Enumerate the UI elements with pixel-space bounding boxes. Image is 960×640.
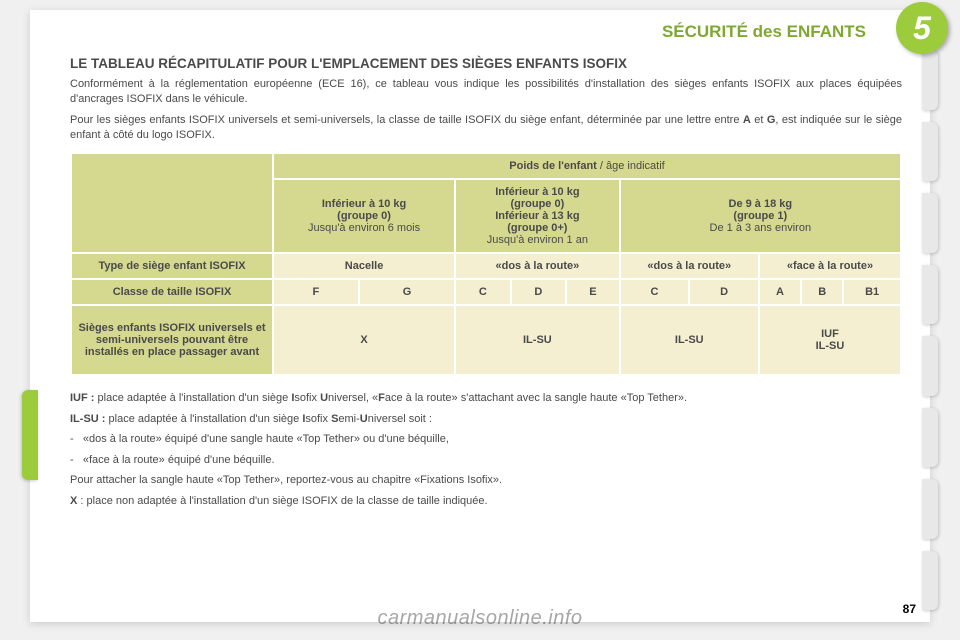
def-bullet-1: - «dos à la route» équipé d'une sangle h…: [70, 431, 902, 448]
text: De 9 à 18 kg: [625, 198, 896, 210]
weight-col-2: Inférieur à 10 kg (groupe 0) Inférieur à…: [456, 180, 619, 252]
letter-a: A: [743, 114, 751, 126]
text: (groupe 1): [625, 210, 896, 222]
side-tab: [922, 193, 938, 253]
cell: IUF IL-SU: [760, 306, 900, 374]
text: (groupe 0): [460, 198, 615, 210]
manual-page: 5 SÉCURITÉ des ENFANTS LE TABLEAU RÉCAPI…: [30, 10, 930, 622]
text: place adaptée à l'installation d'un sièg…: [98, 392, 292, 404]
table-empty-cell: [72, 154, 272, 252]
cell: C: [456, 280, 510, 304]
text: Inférieur à 13 kg: [460, 210, 615, 222]
weight-col-3: De 9 à 18 kg (groupe 1) De 1 à 3 ans env…: [621, 180, 900, 252]
side-tab: [922, 408, 938, 468]
cell: B1: [844, 280, 900, 304]
cell: E: [567, 280, 619, 304]
cell: «face à la route»: [760, 254, 900, 278]
text: niversel, «: [328, 392, 378, 404]
side-tab: [922, 479, 938, 539]
intro-paragraph-1: Conformément à la réglementation europée…: [70, 77, 902, 107]
text: De 1 à 3 ans environ: [625, 222, 896, 234]
cell: IL-SU: [456, 306, 619, 374]
text: sofix: [294, 392, 320, 404]
label: IL-SU :: [70, 413, 105, 425]
row-label: Sièges enfants ISOFIX universels et semi…: [72, 306, 272, 374]
cell: Nacelle: [274, 254, 454, 278]
text: sofix: [305, 413, 331, 425]
cell: C: [621, 280, 689, 304]
def-x: X : place non adaptée à l'installation d…: [70, 493, 902, 510]
cell: B: [802, 280, 842, 304]
row-label: Classe de taille ISOFIX: [72, 280, 272, 304]
intro-paragraph-2: Pour les sièges enfants ISOFIX universel…: [70, 113, 902, 143]
weight-col-1: Inférieur à 10 kg (groupe 0) Jusqu'à env…: [274, 180, 454, 252]
cell: D: [512, 280, 566, 304]
cell: «dos à la route»: [621, 254, 758, 278]
side-tab: [922, 336, 938, 396]
text: Poids de l'enfant: [509, 160, 597, 172]
cell: D: [690, 280, 758, 304]
text: Inférieur à 10 kg: [460, 186, 615, 198]
def-ilsu: IL-SU : place adaptée à l'installation d…: [70, 411, 902, 428]
cell: «dos à la route»: [456, 254, 619, 278]
text: «dos à la route» équipé d'une sangle hau…: [83, 433, 449, 445]
def-tether: Pour attacher la sangle haute «Top Tethe…: [70, 472, 902, 489]
chapter-number-badge: 5: [896, 2, 948, 54]
text: et: [751, 114, 767, 126]
weight-header: Poids de l'enfant / âge indicatif: [274, 154, 900, 178]
label: IUF :: [70, 392, 94, 404]
left-chapter-tab: [22, 390, 38, 480]
section-title: LE TABLEAU RÉCAPITULATIF POUR L'EMPLACEM…: [70, 56, 902, 71]
text: ace à la route» s'attachant avec la sang…: [385, 392, 687, 404]
text: place adaptée à l'installation d'un sièg…: [109, 413, 303, 425]
side-tab: [922, 122, 938, 182]
side-tab: [922, 50, 938, 110]
cell: A: [760, 280, 800, 304]
text: niversel soit :: [368, 413, 432, 425]
text: Inférieur à 10 kg: [278, 198, 450, 210]
cell: IL-SU: [621, 306, 758, 374]
text: emi-: [338, 413, 359, 425]
text: : place non adaptée à l'installation d'u…: [77, 495, 487, 507]
text: (groupe 0+): [460, 222, 615, 234]
text: Jusqu'à environ 6 mois: [278, 222, 450, 234]
text: «face à la route» équipé d'une béquille.: [83, 454, 275, 466]
table-row-class: Classe de taille ISOFIX F G C D E C D A …: [72, 280, 900, 304]
text: / âge indicatif: [597, 160, 665, 172]
text: (groupe 0): [278, 210, 450, 222]
text: Jusqu'à environ 1 an: [460, 234, 615, 246]
def-bullet-2: - «face à la route» équipé d'une béquill…: [70, 452, 902, 469]
definitions-block: IUF : place adaptée à l'installation d'u…: [70, 390, 902, 509]
chapter-title: SÉCURITÉ des ENFANTS: [70, 22, 866, 42]
side-tab: [922, 551, 938, 611]
isofix-table: Poids de l'enfant / âge indicatif Inféri…: [70, 152, 902, 376]
table-row-seats: Sièges enfants ISOFIX universels et semi…: [72, 306, 900, 374]
side-tab: [922, 265, 938, 325]
cell: G: [360, 280, 454, 304]
right-tab-strip: [922, 50, 938, 610]
def-iuf: IUF : place adaptée à l'installation d'u…: [70, 390, 902, 407]
cell: X: [274, 306, 454, 374]
page-number: 87: [903, 602, 916, 616]
cell: F: [274, 280, 358, 304]
text: Pour les sièges enfants ISOFIX universel…: [70, 114, 743, 126]
table-row-type: Type de siège enfant ISOFIX Nacelle «dos…: [72, 254, 900, 278]
row-label: Type de siège enfant ISOFIX: [72, 254, 272, 278]
